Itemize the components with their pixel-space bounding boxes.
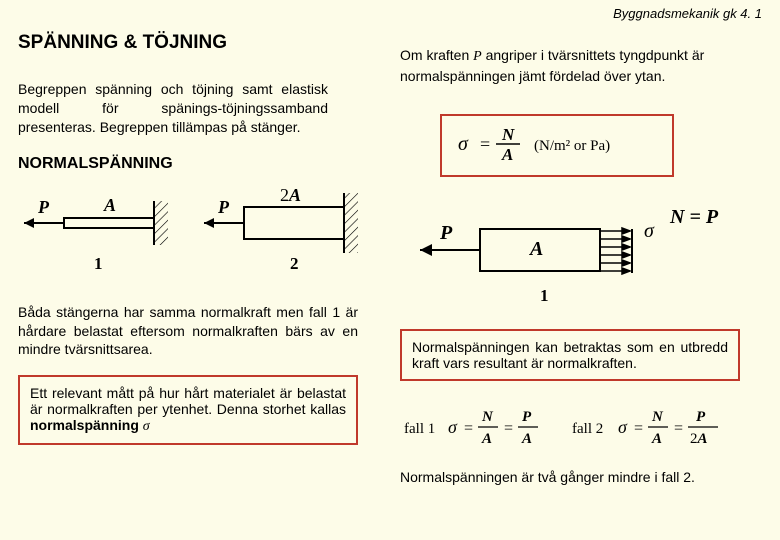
svg-text:N: N [481, 409, 494, 425]
ri-P: P [473, 49, 482, 64]
svg-text:A: A [521, 431, 532, 447]
lbl-fall2: fall 2 [572, 421, 603, 437]
svg-text:A: A [651, 431, 662, 447]
f2-NP: N = P [669, 206, 719, 228]
f1-sigma: σ [458, 133, 469, 155]
f3-sigma1: σ [448, 417, 458, 437]
def-text-a: Ett relevant mått på hur hårt materialet… [30, 385, 346, 417]
f2-A: A [528, 238, 543, 260]
f1-N: N [501, 125, 515, 144]
formula-sigma-NA: σ = N A (N/m² or Pa) [440, 114, 674, 177]
label-2A: 2A [280, 185, 301, 205]
label-P-2: P [217, 197, 230, 217]
definition-box: Ett relevant mått på hur hårt materialet… [18, 375, 358, 445]
left-column: SPÄNNING & TÖJNING Begreppen spänning oc… [18, 32, 378, 467]
svg-text:2A: 2A [690, 431, 708, 447]
right-box-para: Normalspänningen kan betraktas som en ut… [400, 329, 740, 381]
f1-unit: (N/m² or Pa) [534, 138, 610, 154]
svg-text:P: P [522, 409, 532, 425]
label-P-1: P [37, 197, 50, 217]
figure-stress-distribution: P A σ N = P 1 [400, 195, 750, 315]
svg-text:N: N [651, 409, 664, 425]
ri-a: Om kraften [400, 47, 473, 63]
right-final-para: Normalspänningen är två gånger mindre i … [400, 468, 740, 487]
def-sigma: σ [143, 419, 150, 434]
svg-text:=: = [504, 420, 513, 437]
f1-A: A [501, 145, 513, 164]
f2-P: P [439, 222, 453, 244]
svg-text:=: = [634, 420, 643, 437]
f1-eq: = [480, 134, 490, 154]
svg-text:A: A [481, 431, 492, 447]
svg-text:P: P [696, 409, 706, 425]
para-fall1-fall2: Båda stängerna har samma normalkraft men… [18, 303, 358, 360]
formula-fall1-fall2: fall 1 σ = N A = P A fall 2 σ = N A = P … [400, 403, 750, 453]
f2-sigma: σ [644, 220, 655, 242]
right-intro: Om kraften P angriper i tvärsnittets tyn… [400, 46, 750, 86]
lbl-fall1: fall 1 [404, 421, 435, 437]
figure-two-rods: P A 1 P 2A 2 [18, 183, 378, 293]
right-column: Om kraften P angriper i tvärsnittets tyn… [400, 46, 760, 503]
intro-paragraph: Begreppen spänning och töjning samt elas… [18, 80, 328, 137]
label-1: 1 [94, 254, 103, 273]
svg-text:=: = [464, 420, 473, 437]
f2-label1: 1 [540, 286, 549, 305]
label-2: 2 [290, 254, 299, 273]
subheading-normalspanning: NORMALSPÄNNING [18, 155, 378, 173]
def-text-b: normalspänning [30, 417, 143, 433]
page-header: Byggnadsmekanik gk 4. 1 [613, 6, 762, 21]
svg-text:σ: σ [618, 417, 628, 437]
label-A-1: A [103, 195, 116, 215]
page-title: SPÄNNING & TÖJNING [18, 32, 378, 54]
svg-text:=: = [674, 420, 683, 437]
